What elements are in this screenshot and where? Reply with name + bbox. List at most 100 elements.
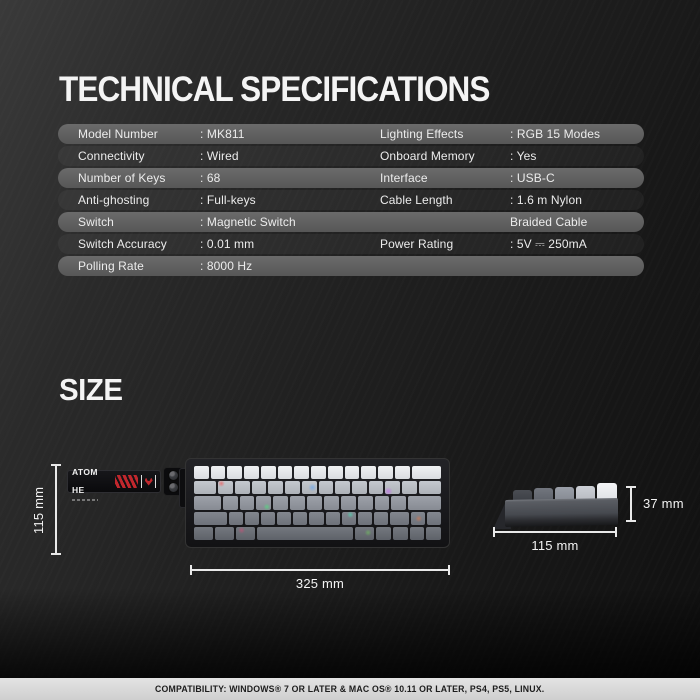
keyboard-side-view-case xyxy=(505,498,618,527)
keycap-row xyxy=(194,511,442,525)
keycap xyxy=(285,481,300,495)
dimension-line-height-topview xyxy=(51,464,61,555)
foot-circle-icon xyxy=(168,482,179,494)
brand-subtext-decoration xyxy=(72,499,98,502)
spec-value: Braided Cable xyxy=(510,215,588,229)
keycap xyxy=(236,526,256,541)
keycap xyxy=(277,466,293,480)
keycap xyxy=(335,481,350,495)
keycap xyxy=(340,496,356,510)
page-title: TECHNICAL SPECIFICATIONS xyxy=(59,70,490,109)
keycap xyxy=(351,481,367,495)
spec-label: Switch Accuracy xyxy=(78,237,167,251)
keycap xyxy=(408,496,441,510)
keycap xyxy=(309,511,324,525)
keycap xyxy=(194,466,209,480)
keycap xyxy=(260,511,276,525)
table-row: Model Number : MK811 Lighting Effects : … xyxy=(58,124,644,144)
keycap xyxy=(323,496,339,510)
keycap xyxy=(355,526,375,541)
spec-label: Model Number xyxy=(78,127,158,141)
spec-value: : Wired xyxy=(200,149,239,163)
keycap xyxy=(344,466,360,480)
spec-label: Connectivity xyxy=(78,149,145,163)
spec-label: Interface xyxy=(380,171,428,185)
spec-label: Polling Rate xyxy=(78,259,144,273)
spec-value: : Full-keys xyxy=(200,193,256,207)
keycap xyxy=(391,496,407,510)
keycap xyxy=(426,526,442,541)
keycap xyxy=(194,481,217,495)
keycap xyxy=(327,466,343,480)
keycap xyxy=(418,481,441,495)
keycap xyxy=(378,466,393,480)
table-row: Switch Accuracy : 0.01 mm Power Rating :… xyxy=(58,234,644,254)
dimension-label-325mm: 325 mm xyxy=(295,576,345,591)
spec-value: : USB-C xyxy=(510,171,555,185)
keycap xyxy=(325,511,340,525)
keycap xyxy=(256,496,272,510)
table-row: Connectivity : Wired Onboard Memory : Ye… xyxy=(58,146,644,166)
keycap xyxy=(260,466,276,480)
keyboard-rear-brand-bar: ATOM HE xyxy=(67,467,161,502)
spec-value: : 8000 Hz xyxy=(200,259,253,273)
spec-table: Model Number : MK811 Lighting Effects : … xyxy=(58,124,644,278)
keycap xyxy=(374,496,390,510)
keycap xyxy=(357,496,373,510)
keycap xyxy=(251,481,267,495)
keycap xyxy=(385,481,401,495)
keycap-row xyxy=(194,496,441,510)
keycap-row xyxy=(194,481,441,495)
keycap xyxy=(268,481,284,495)
brand-name: ATOM HE xyxy=(72,466,98,495)
keycap xyxy=(218,481,233,495)
keycap xyxy=(194,511,227,525)
size-heading: SIZE xyxy=(59,372,123,407)
keycap xyxy=(293,511,308,525)
table-row: Polling Rate : 8000 Hz xyxy=(58,256,644,276)
keycap xyxy=(426,511,442,525)
compatibility-bar: COMPATIBILITY: WINDOWS® 7 OR LATER & MAC… xyxy=(0,678,700,700)
foot-circle-icon xyxy=(168,469,179,481)
spec-value: : MK811 xyxy=(200,127,245,141)
dimension-label-115mm-left: 115 mm xyxy=(31,486,46,534)
keycap xyxy=(409,526,425,541)
keycap xyxy=(194,496,221,510)
spec-label: Lighting Effects xyxy=(380,127,464,141)
keycap xyxy=(210,466,226,480)
keycap xyxy=(374,511,389,525)
keycap xyxy=(222,496,238,510)
table-row: Anti-ghosting : Full-keys Cable Length :… xyxy=(58,190,644,210)
brand-label: ATOM HE xyxy=(72,462,112,502)
spec-value: : Magnetic Switch xyxy=(200,215,296,229)
spec-label: Number of Keys xyxy=(78,171,166,185)
dimension-label-37mm: 37 mm xyxy=(643,496,684,511)
keycap xyxy=(341,511,356,525)
spec-label: Cable Length xyxy=(380,193,453,207)
keycap xyxy=(394,466,410,480)
keycap xyxy=(290,496,306,510)
spec-value: : 1.6 m Nylon xyxy=(510,193,582,207)
table-row: Switch : Magnetic Switch Braided Cable xyxy=(58,212,644,232)
keycap xyxy=(318,481,334,495)
side-keycap xyxy=(597,483,617,503)
keycap xyxy=(410,511,425,525)
keycap xyxy=(311,466,326,480)
keycap xyxy=(402,481,417,495)
keycap-row xyxy=(194,526,442,541)
dimension-line-depth-sideview xyxy=(493,527,617,537)
keycap xyxy=(307,496,322,510)
keycap xyxy=(277,511,292,525)
spec-value: : RGB 15 Modes xyxy=(510,127,601,141)
spec-label: Onboard Memory xyxy=(380,149,475,163)
keycap xyxy=(239,496,255,510)
red-stripes-decoration xyxy=(115,475,139,488)
keycap xyxy=(376,526,391,541)
keycap xyxy=(227,466,243,480)
keycap xyxy=(294,466,310,480)
table-row: Number of Keys : 68 Interface : USB-C xyxy=(58,168,644,188)
spec-value: : Yes xyxy=(510,149,537,163)
dimension-line-height-sideview xyxy=(626,486,636,522)
keycap xyxy=(411,466,442,480)
